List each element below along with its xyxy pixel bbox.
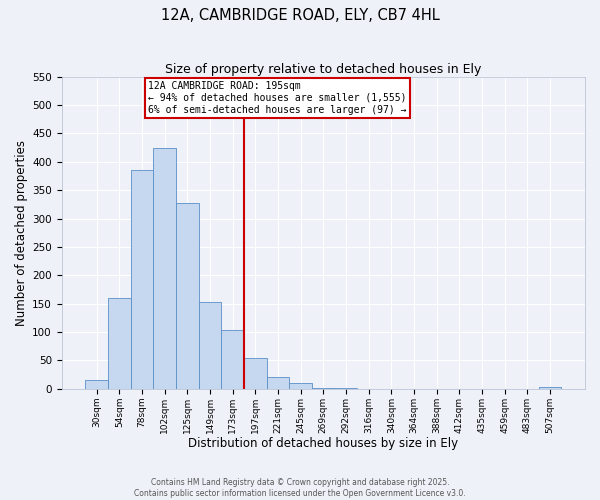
Bar [199,302,221,389]
Bar [108,298,131,389]
Bar [335,388,358,389]
Text: Contains HM Land Registry data © Crown copyright and database right 2025.
Contai: Contains HM Land Registry data © Crown c… [134,478,466,498]
Bar [266,378,289,389]
Bar [131,170,154,389]
Y-axis label: Number of detached properties: Number of detached properties [15,140,28,326]
Bar [85,380,108,389]
Bar [539,387,561,389]
Bar [176,202,199,389]
Bar [244,358,266,389]
Text: 12A, CAMBRIDGE ROAD, ELY, CB7 4HL: 12A, CAMBRIDGE ROAD, ELY, CB7 4HL [161,8,439,22]
Text: 12A CAMBRIDGE ROAD: 195sqm
← 94% of detached houses are smaller (1,555)
6% of se: 12A CAMBRIDGE ROAD: 195sqm ← 94% of deta… [148,82,406,114]
X-axis label: Distribution of detached houses by size in Ely: Distribution of detached houses by size … [188,437,458,450]
Bar [221,330,244,389]
Bar [154,148,176,389]
Title: Size of property relative to detached houses in Ely: Size of property relative to detached ho… [165,62,482,76]
Bar [289,383,312,389]
Bar [312,388,335,389]
